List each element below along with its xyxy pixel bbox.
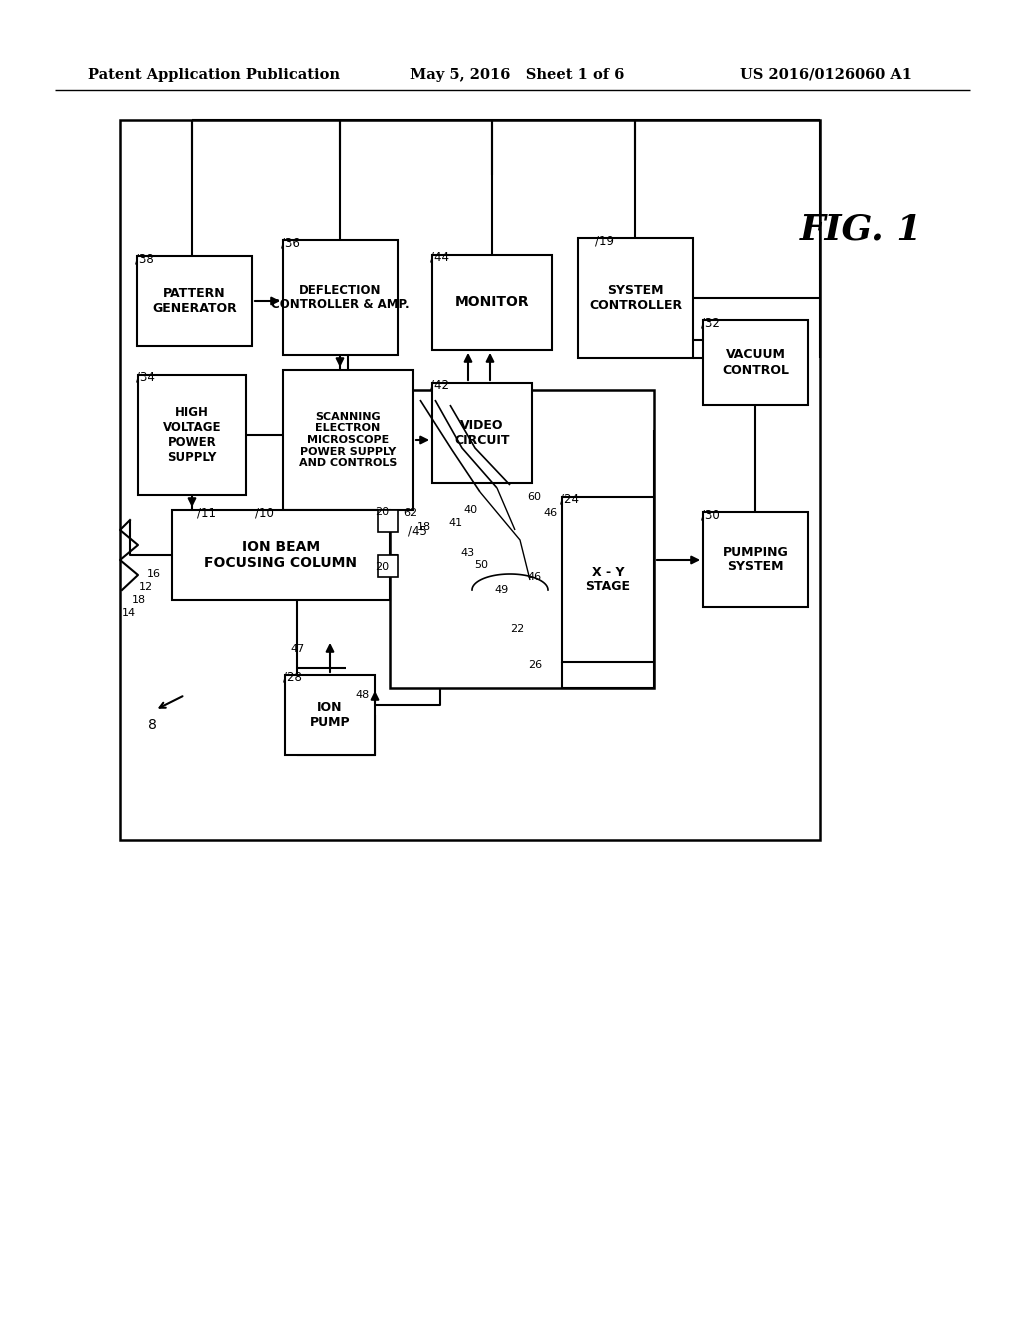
Text: 18: 18 bbox=[417, 521, 431, 532]
Text: 43: 43 bbox=[460, 548, 474, 558]
Text: /19: /19 bbox=[595, 234, 614, 247]
Text: 40: 40 bbox=[463, 506, 477, 515]
Text: MONITOR: MONITOR bbox=[455, 296, 529, 309]
Text: 8: 8 bbox=[148, 718, 157, 733]
Bar bbox=[390, 389, 654, 688]
Text: VACUUM
CONTROL: VACUUM CONTROL bbox=[722, 348, 790, 376]
Text: 20: 20 bbox=[375, 507, 389, 517]
Text: 14: 14 bbox=[122, 609, 136, 618]
Text: 46: 46 bbox=[527, 572, 541, 582]
Bar bbox=[562, 498, 654, 663]
Text: /11: /11 bbox=[197, 506, 216, 519]
Bar bbox=[283, 240, 398, 355]
Text: 50: 50 bbox=[474, 560, 488, 570]
Text: /30: /30 bbox=[701, 508, 720, 521]
Text: May 5, 2016   Sheet 1 of 6: May 5, 2016 Sheet 1 of 6 bbox=[410, 69, 625, 82]
Text: HIGH
VOLTAGE
POWER
SUPPLY: HIGH VOLTAGE POWER SUPPLY bbox=[163, 407, 221, 465]
Text: SCANNING
ELECTRON
MICROSCOPE
POWER SUPPLY
AND CONTROLS: SCANNING ELECTRON MICROSCOPE POWER SUPPL… bbox=[299, 412, 397, 469]
Text: PUMPING
SYSTEM: PUMPING SYSTEM bbox=[723, 545, 788, 573]
Text: SYSTEM
CONTROLLER: SYSTEM CONTROLLER bbox=[589, 284, 682, 312]
Text: US 2016/0126060 A1: US 2016/0126060 A1 bbox=[740, 69, 912, 82]
Text: 22: 22 bbox=[510, 624, 524, 634]
Text: 60: 60 bbox=[527, 492, 541, 502]
Text: DEFLECTION
CONTROLLER & AMP.: DEFLECTION CONTROLLER & AMP. bbox=[271, 284, 410, 312]
Text: 26: 26 bbox=[528, 660, 542, 671]
Text: 48: 48 bbox=[355, 690, 370, 700]
Text: /45: /45 bbox=[408, 524, 427, 537]
Bar bbox=[285, 675, 375, 755]
Text: 18: 18 bbox=[132, 595, 146, 605]
Bar bbox=[378, 554, 398, 577]
Text: PATTERN
GENERATOR: PATTERN GENERATOR bbox=[153, 286, 237, 315]
Text: /10: /10 bbox=[255, 506, 273, 519]
Text: /38: /38 bbox=[135, 252, 154, 265]
Text: 41: 41 bbox=[449, 517, 462, 528]
Text: VIDEO
CIRCUIT: VIDEO CIRCUIT bbox=[455, 418, 510, 447]
Text: 20: 20 bbox=[375, 562, 389, 572]
Bar bbox=[378, 510, 398, 532]
Text: 46: 46 bbox=[543, 508, 557, 517]
Bar bbox=[172, 510, 390, 601]
Text: ION
PUMP: ION PUMP bbox=[309, 701, 350, 729]
Text: FIG. 1: FIG. 1 bbox=[800, 213, 923, 247]
Text: Patent Application Publication: Patent Application Publication bbox=[88, 69, 340, 82]
Bar bbox=[432, 255, 552, 350]
Bar bbox=[578, 238, 693, 358]
Text: 47: 47 bbox=[290, 644, 304, 653]
Bar bbox=[138, 375, 246, 495]
Bar bbox=[137, 256, 252, 346]
Text: /36: /36 bbox=[281, 236, 300, 249]
Bar bbox=[432, 383, 532, 483]
Text: 12: 12 bbox=[139, 582, 154, 591]
Text: X - Y
STAGE: X - Y STAGE bbox=[586, 565, 631, 594]
Text: /32: /32 bbox=[701, 315, 720, 329]
Text: /24: /24 bbox=[560, 492, 579, 506]
Bar bbox=[703, 319, 808, 405]
Text: ION BEAM
FOCUSING COLUMN: ION BEAM FOCUSING COLUMN bbox=[205, 540, 357, 570]
Text: 16: 16 bbox=[147, 569, 161, 579]
Bar bbox=[283, 370, 413, 510]
Text: /34: /34 bbox=[136, 371, 155, 384]
Text: 49: 49 bbox=[494, 585, 508, 595]
Text: /44: /44 bbox=[430, 251, 449, 264]
Text: /42: /42 bbox=[430, 379, 449, 392]
Bar bbox=[120, 120, 820, 840]
Bar bbox=[703, 512, 808, 607]
Text: 62: 62 bbox=[403, 508, 417, 517]
Text: /28: /28 bbox=[283, 671, 302, 684]
